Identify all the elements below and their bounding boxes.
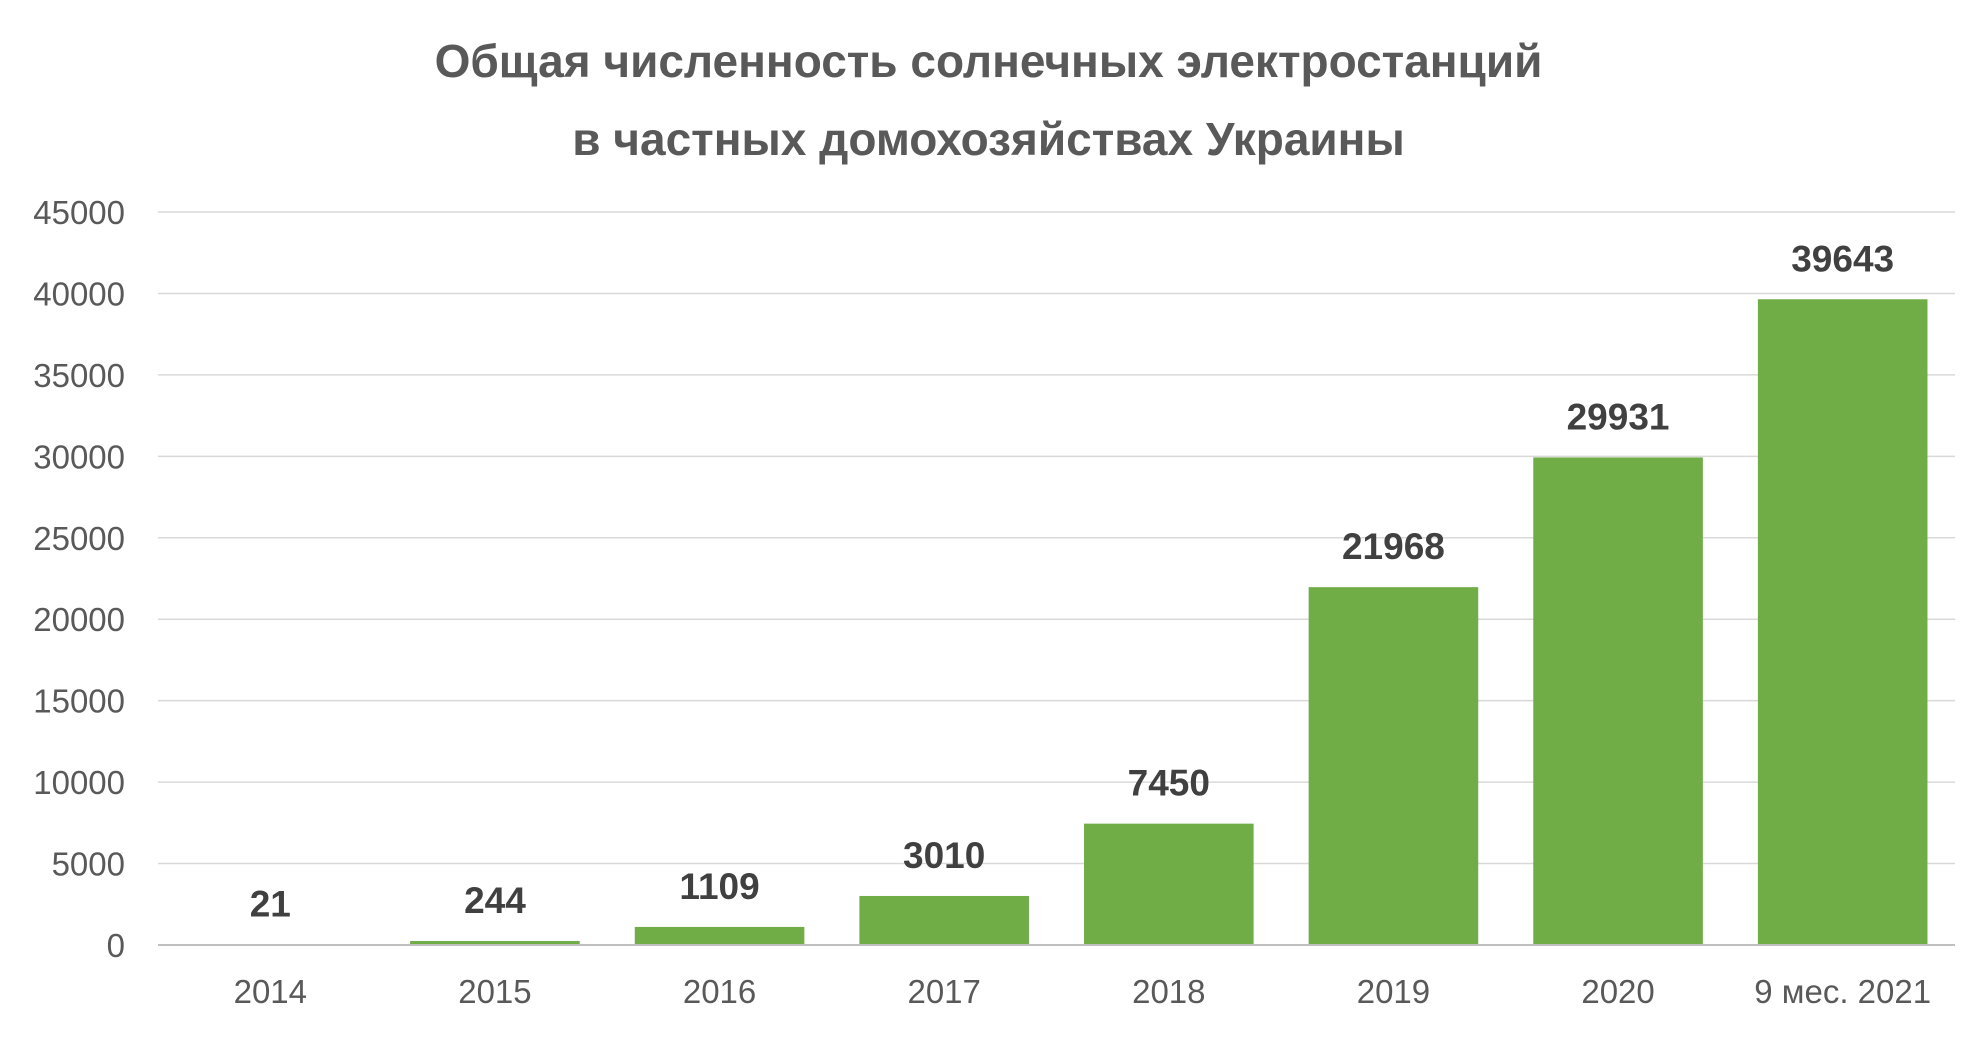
bar [634,926,805,945]
bar [1308,587,1479,945]
chart-title-line-1: Общая численность солнечных электростанц… [434,35,1543,87]
y-tick-label: 25000 [33,520,125,557]
x-tick-label: 9 мес. 2021 [1754,973,1931,1010]
data-label: 21968 [1342,526,1445,567]
data-label: 3010 [903,835,985,876]
data-label: 39643 [1791,238,1894,279]
y-tick-label: 20000 [33,601,125,638]
data-label: 1109 [679,866,759,907]
y-tick-label: 5000 [52,846,125,883]
y-tick-label: 15000 [33,683,125,720]
bar [859,895,1029,945]
x-tick-label: 2015 [458,973,531,1010]
x-tick-label: 2014 [234,973,307,1010]
chart-title-line-2: в частных домохозяйствах Украины [572,113,1405,165]
x-tick-label: 2020 [1581,973,1654,1010]
y-tick-label: 40000 [33,275,125,312]
x-tick-label: 2017 [907,973,980,1010]
data-label: 7450 [1128,763,1210,804]
y-tick-label: 10000 [33,764,125,801]
bar [410,941,580,945]
x-tick-label: 2016 [683,973,756,1010]
x-tick-label: 2018 [1132,973,1205,1010]
y-tick-label: 30000 [33,438,125,475]
labels: 0 5000 10000 15000 20000 25000 30000 35000 40000… [33,194,1931,1010]
y-tick-label: 45000 [33,194,125,231]
bar [1757,299,1928,945]
chart-title: Общая численность солнечных электростанц… [0,22,1977,178]
x-tick-label: 2019 [1357,973,1430,1010]
bar [1533,457,1703,945]
bar [1084,823,1254,945]
data-label: 21 [250,884,291,925]
y-tick-label: 35000 [33,357,125,394]
bars [185,299,1928,945]
data-label: 244 [464,880,526,921]
y-tick-label: 0 [107,927,125,964]
data-label: 29931 [1567,396,1670,437]
